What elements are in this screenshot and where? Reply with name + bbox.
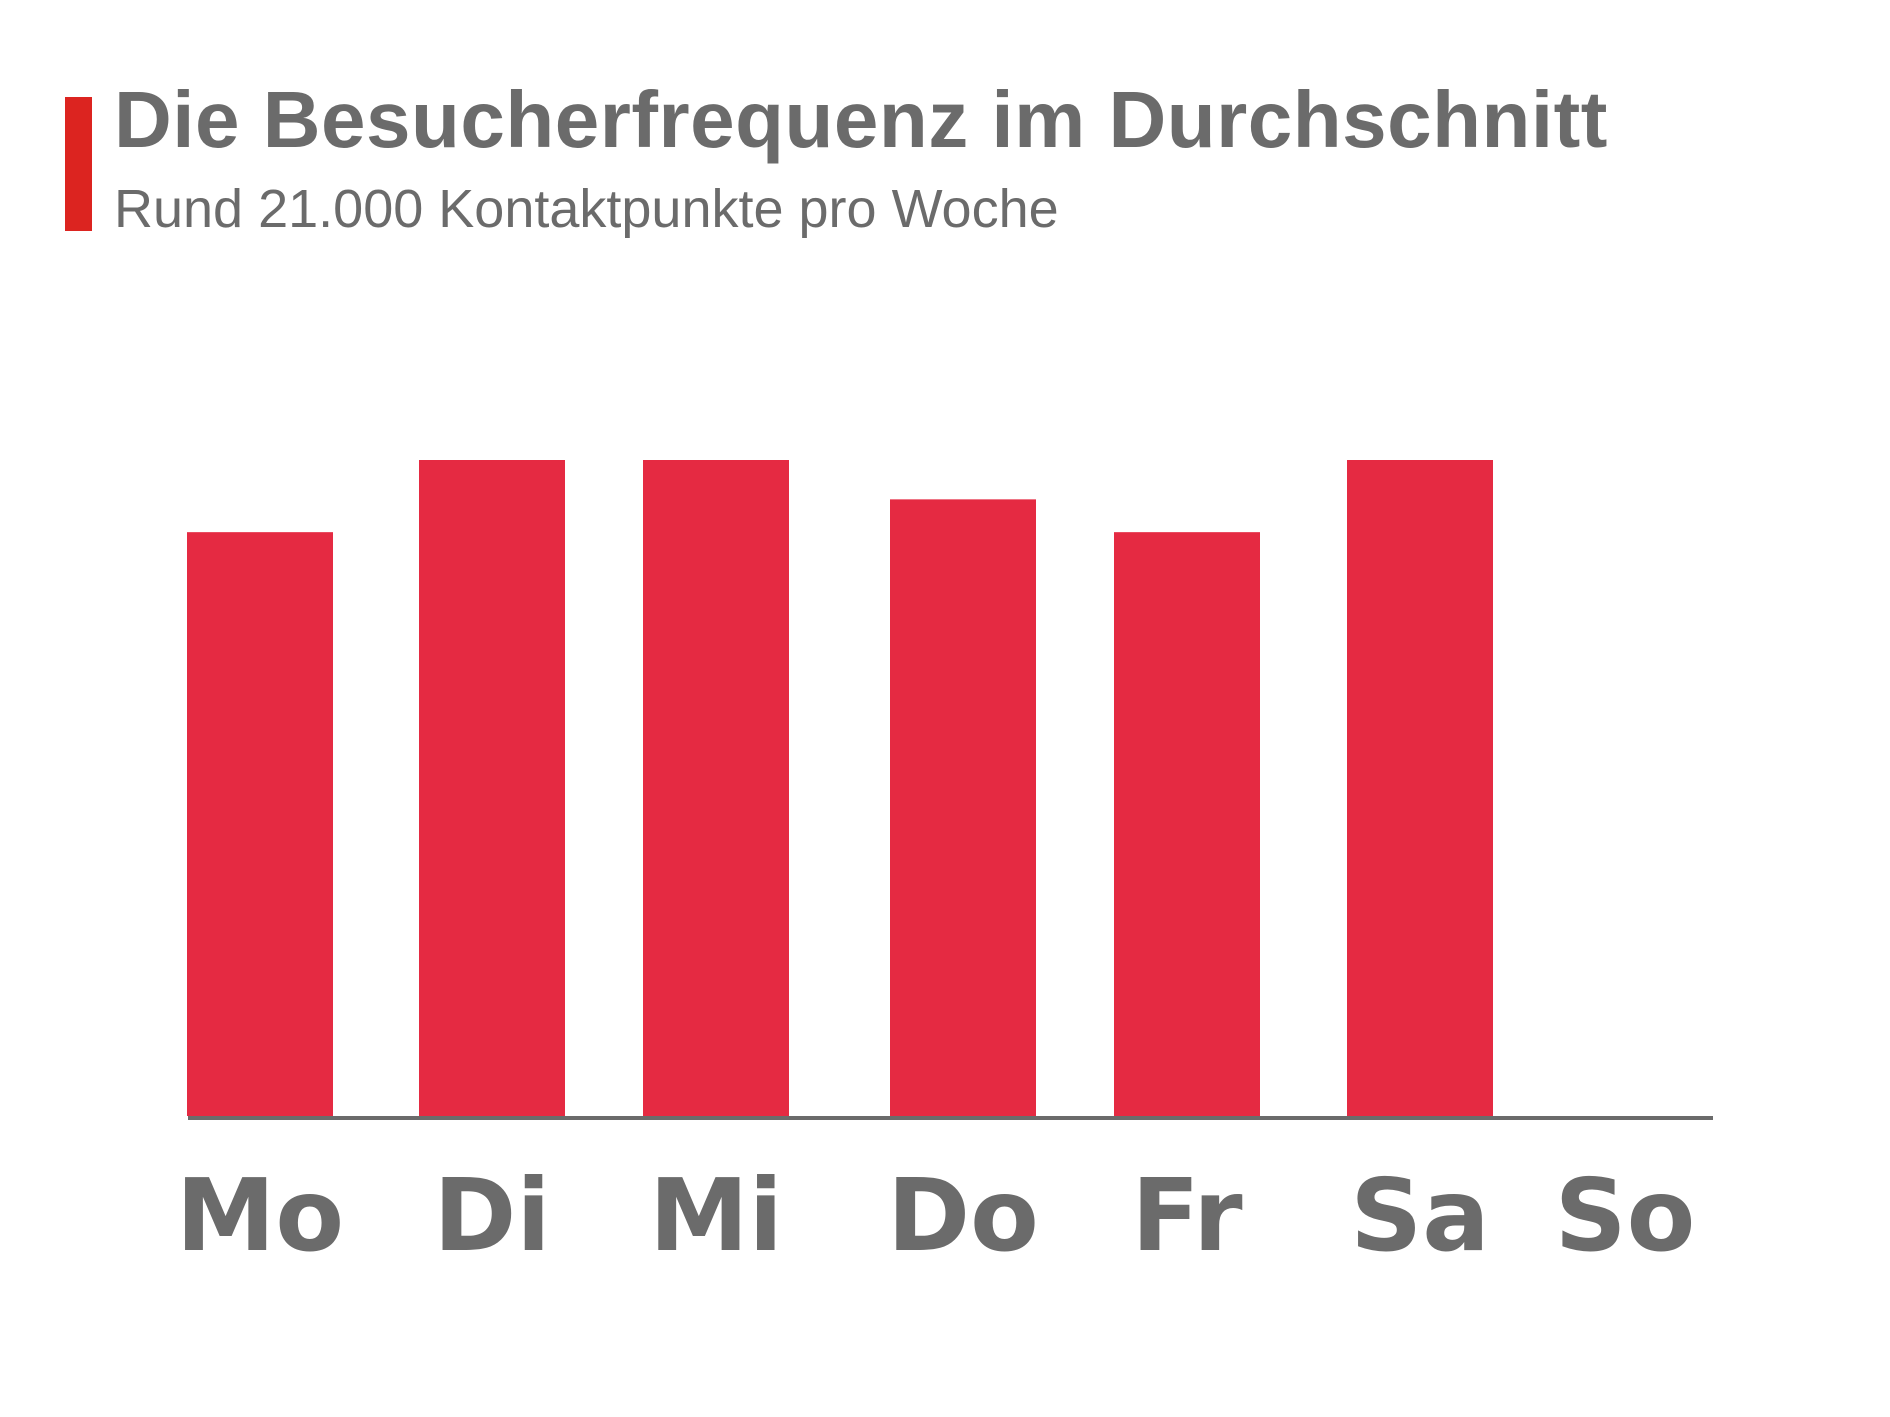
chart-subtitle: Rund 21.000 Kontaktpunkte pro Woche [114, 179, 1059, 239]
bar-di [419, 460, 565, 1116]
bar-mi [643, 460, 789, 1116]
bars-group [187, 460, 1493, 1116]
bar-sa [1347, 460, 1493, 1116]
title-accent-bar [65, 97, 92, 231]
tick-label-mi: Mi [649, 1157, 783, 1274]
bar-fr [1114, 532, 1260, 1116]
tick-label-mo: Mo [176, 1157, 344, 1274]
bar-mo [187, 532, 333, 1116]
tick-label-fr: Fr [1131, 1157, 1243, 1274]
chart-title: Die Besucherfrequenz im Durchschnitt [114, 75, 1608, 164]
x-tick-labels: Mo Di Mi Do Fr Sa So [176, 1157, 1695, 1274]
tick-label-sa: Sa [1350, 1157, 1490, 1274]
tick-label-so: So [1555, 1157, 1696, 1274]
tick-label-do: Do [887, 1157, 1039, 1274]
bar-do [890, 499, 1036, 1116]
tick-label-di: Di [433, 1157, 550, 1274]
